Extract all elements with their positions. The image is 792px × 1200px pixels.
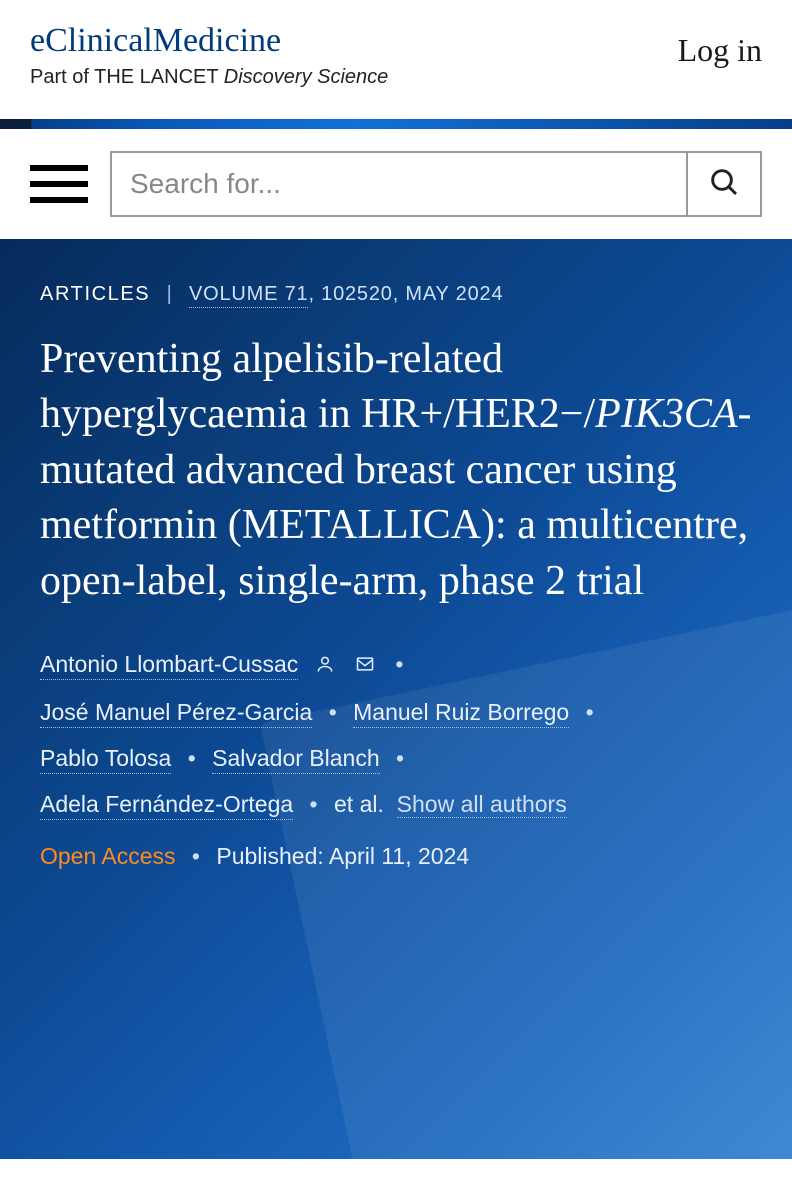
article-category: ARTICLES [40, 283, 150, 305]
email-icon[interactable] [355, 653, 381, 679]
author-link[interactable]: Manuel Ruiz Borrego [353, 699, 569, 728]
volume-link[interactable]: VOLUME 71 [189, 283, 308, 308]
article-meta-line: ARTICLES | VOLUME 71, 102520, MAY 2024 [40, 283, 752, 306]
issue-date: MAY 2024 [405, 283, 503, 305]
search-wrap [110, 151, 762, 217]
search-row [0, 129, 792, 239]
accent-bar [0, 119, 792, 129]
open-access-badge: Open Access [40, 843, 176, 869]
search-button[interactable] [686, 153, 760, 215]
menu-button[interactable] [30, 161, 88, 207]
top-header: eClinicalMedicine Part of THE LANCET Dis… [0, 0, 792, 119]
title-part1: Preventing alpelisib-related hyperglycae… [40, 336, 595, 437]
author-list: Antonio Llombart-Cussac • José Manuel Pé… [40, 641, 752, 879]
person-icon[interactable] [315, 653, 341, 679]
subline-prefix: Part of THE LANCET [30, 66, 224, 88]
title-italic: PIK3CA [595, 391, 737, 437]
published-date: April 11, 2024 [329, 843, 469, 869]
journal-name: eClinicalMedicine [30, 18, 388, 64]
journal-subline: Part of THE LANCET Discovery Science [30, 64, 388, 91]
article-id: 102520 [321, 283, 393, 305]
author-link[interactable]: Pablo Tolosa [40, 745, 171, 774]
search-icon [708, 166, 740, 201]
et-al-text: et al. [334, 791, 384, 817]
author-link[interactable]: Antonio Llombart-Cussac [40, 651, 298, 680]
published-label: Published: [216, 843, 323, 869]
article-hero: ARTICLES | VOLUME 71, 102520, MAY 2024 P… [0, 239, 792, 1159]
show-all-authors-link[interactable]: Show all authors [397, 791, 567, 818]
search-input[interactable] [112, 153, 686, 215]
author-link[interactable]: José Manuel Pérez-Garcia [40, 699, 312, 728]
author-link[interactable]: Salvador Blanch [212, 745, 380, 774]
login-link[interactable]: Log in [678, 18, 762, 69]
brand-block: eClinicalMedicine Part of THE LANCET Dis… [30, 18, 388, 91]
author-link[interactable]: Adela Fernández-Ortega [40, 791, 293, 820]
subline-italic: Discovery Science [224, 66, 389, 88]
article-title: Preventing alpelisib-related hyperglycae… [40, 332, 752, 609]
